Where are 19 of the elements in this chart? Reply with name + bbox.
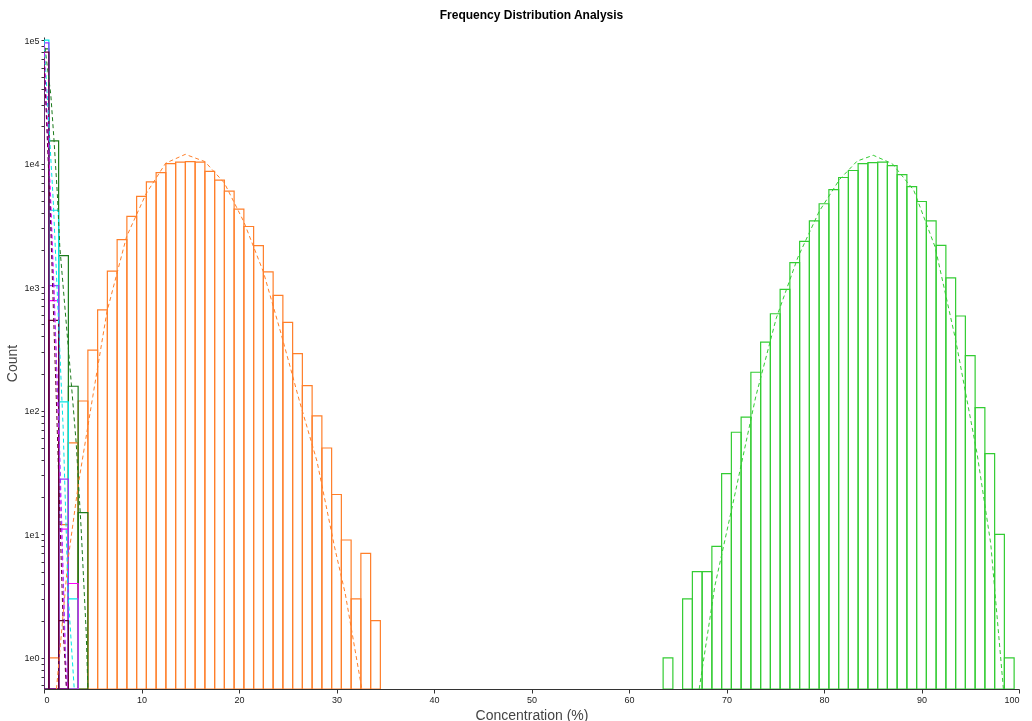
- y-tick-label: 1e0: [24, 653, 40, 664]
- x-tick-label: 40: [429, 694, 440, 705]
- x-tick-label: 100: [1004, 694, 1020, 705]
- x-tick-label: 20: [234, 694, 245, 705]
- x-tick-label: 30: [331, 694, 343, 705]
- x-tick-label: 70: [721, 694, 733, 705]
- x-tick-label: 10: [136, 694, 148, 705]
- y-tick-label: 1e3: [24, 282, 40, 293]
- x-tick-label: 90: [916, 694, 928, 705]
- x-tick-label: 80: [819, 694, 830, 705]
- y-tick-label: 1e2: [24, 406, 40, 417]
- y-tick-label: 1e4: [24, 159, 40, 170]
- y-axis-title: Count: [4, 344, 21, 383]
- y-tick-label: 1e1: [24, 529, 40, 540]
- chart-title: Frequency Distribution Analysis: [439, 8, 624, 23]
- x-tick-label: 50: [526, 694, 538, 705]
- x-tick-label: 60: [624, 694, 635, 705]
- x-tick-label: 0: [44, 694, 50, 705]
- y-tick-label: 1e5: [24, 35, 40, 46]
